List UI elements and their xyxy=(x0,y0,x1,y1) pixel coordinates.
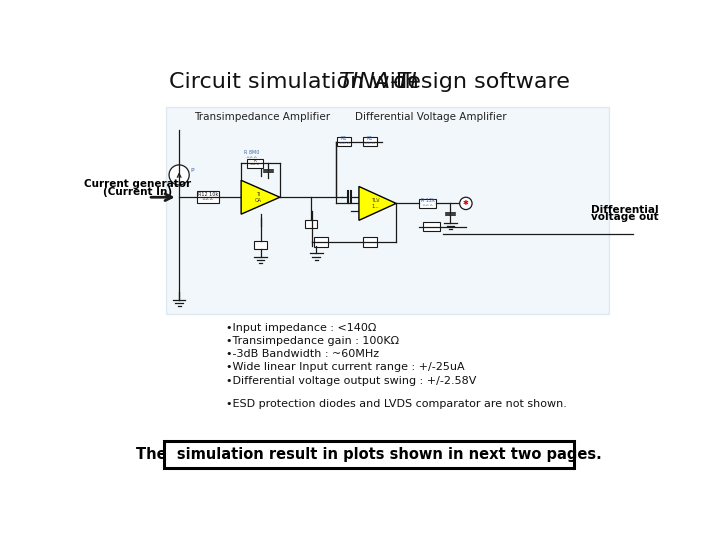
Bar xyxy=(163,441,575,468)
Text: Current generator: Current generator xyxy=(84,179,192,189)
Text: •Input impedance : <140Ω: •Input impedance : <140Ω xyxy=(225,323,376,333)
Text: R
^^^: R ^^^ xyxy=(250,159,261,167)
Text: R12 10k
^^^: R12 10k ^^^ xyxy=(198,192,218,202)
Text: design software: design software xyxy=(386,72,570,92)
Circle shape xyxy=(169,165,189,185)
Text: R1
^^^: R1 ^^^ xyxy=(364,137,376,147)
Text: (Current In): (Current In) xyxy=(104,187,173,197)
Bar xyxy=(248,159,263,168)
Text: voltage out: voltage out xyxy=(590,212,658,222)
Bar xyxy=(254,241,266,249)
Bar xyxy=(305,220,317,228)
Bar xyxy=(419,199,436,208)
Text: Differential Voltage Amplifier: Differential Voltage Amplifier xyxy=(355,112,507,122)
Text: •-3dB Bandwidth : ~60MHz: •-3dB Bandwidth : ~60MHz xyxy=(225,349,379,359)
Text: TINA-TI: TINA-TI xyxy=(338,72,417,92)
Bar xyxy=(363,237,377,247)
Bar xyxy=(423,222,441,231)
Text: Transimpedance Amplifier: Transimpedance Amplifier xyxy=(194,112,330,122)
Bar xyxy=(363,137,377,146)
Text: R 12k
^^^: R 12k ^^^ xyxy=(421,198,435,209)
Bar xyxy=(197,191,219,204)
Text: •Transimpedance gain : 100KΩ: •Transimpedance gain : 100KΩ xyxy=(225,336,399,346)
Text: •Differential voltage output swing : +/-2.58V: •Differential voltage output swing : +/-… xyxy=(225,375,476,386)
Text: P: P xyxy=(191,168,194,173)
Text: TLV
1...: TLV 1... xyxy=(372,198,380,209)
Bar xyxy=(337,137,351,146)
Bar xyxy=(166,107,609,314)
Text: •ESD protection diodes and LVDS comparator are not shown.: •ESD protection diodes and LVDS comparat… xyxy=(225,400,567,409)
Text: Circuit simulation with: Circuit simulation with xyxy=(169,72,426,92)
Polygon shape xyxy=(241,180,280,214)
Text: R 8M0
^^^: R 8M0 ^^^ xyxy=(244,150,260,161)
Circle shape xyxy=(459,197,472,210)
Text: The  simulation result in plots shown in next two pages.: The simulation result in plots shown in … xyxy=(136,447,602,462)
Text: Differential: Differential xyxy=(590,205,658,214)
Bar xyxy=(314,237,328,247)
Text: •Wide linear Input current range : +/-25uA: •Wide linear Input current range : +/-25… xyxy=(225,362,464,373)
Text: TI
OA: TI OA xyxy=(255,192,262,202)
Text: R1
^^^: R1 ^^^ xyxy=(338,137,351,147)
Polygon shape xyxy=(359,186,396,220)
Text: ✱: ✱ xyxy=(463,200,469,206)
